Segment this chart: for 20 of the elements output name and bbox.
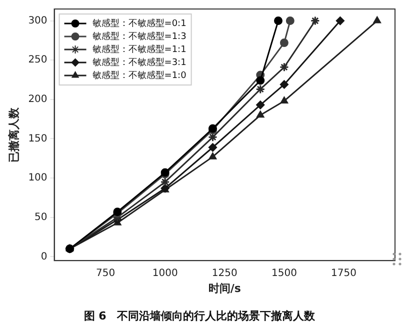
x-tick-label: 750 — [96, 268, 116, 280]
y-axis-title: 已撤离人数 — [7, 106, 20, 162]
y-tick-label: 250 — [28, 54, 48, 66]
y-tick-label: 150 — [28, 133, 48, 144]
y-tick-label: 100 — [28, 172, 48, 184]
x-tick-label: 1250 — [212, 268, 238, 280]
y-tick-label: 200 — [28, 94, 48, 106]
x-tick-label: 1500 — [271, 268, 297, 280]
legend-label: 敏感型：不敏感型=1:3 — [92, 30, 186, 42]
y-tick-label: 0 — [40, 251, 48, 262]
legend-label: 敏感型：不敏感型=1:1 — [92, 44, 186, 55]
y-tick-label: 50 — [34, 212, 48, 223]
legend-label: 敏感型：不敏感型=3:1 — [92, 56, 186, 68]
x-tick-label: 1750 — [331, 268, 356, 280]
legend-label: 敏感型：不敏感型=1:0 — [92, 70, 187, 81]
text: 图 6 不同沿墙倾向的行人比的场景下撤离人数 — [84, 309, 316, 322]
x-axis-title: 时间/s — [208, 282, 242, 296]
y-tick-label: 300 — [28, 15, 48, 26]
legend-label: 敏感型：不敏感型=0:1 — [92, 18, 186, 29]
x-tick-label: 1000 — [152, 268, 178, 280]
